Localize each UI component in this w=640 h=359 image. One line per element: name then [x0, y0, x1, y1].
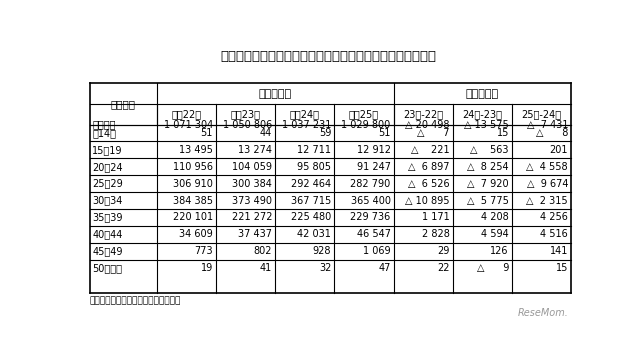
Text: 292 464: 292 464 — [291, 179, 332, 188]
Text: △  6 526: △ 6 526 — [408, 179, 450, 188]
Text: 15: 15 — [497, 128, 509, 138]
Text: 平成22年: 平成22年 — [172, 109, 202, 119]
Text: 平成24年: 平成24年 — [290, 109, 320, 119]
Text: △  6 897: △ 6 897 — [408, 162, 450, 172]
Text: 注：　総数には母の年齢不詳を含む。: 注： 総数には母の年齢不詳を含む。 — [90, 296, 181, 305]
Text: △ 10 895: △ 10 895 — [405, 196, 450, 205]
Text: 104 059: 104 059 — [232, 162, 272, 172]
Text: 42 031: 42 031 — [298, 229, 332, 239]
Text: 91 247: 91 247 — [356, 162, 390, 172]
Text: △  5 775: △ 5 775 — [467, 196, 509, 205]
Text: 306 910: 306 910 — [173, 179, 213, 188]
Text: ReseMom.: ReseMom. — [518, 308, 568, 318]
Text: 総　　数: 総 数 — [92, 120, 116, 130]
Text: 15～19: 15～19 — [92, 145, 123, 155]
Text: △  7 431: △ 7 431 — [527, 120, 568, 130]
Text: 373 490: 373 490 — [232, 196, 272, 205]
Text: 1 029 800: 1 029 800 — [341, 120, 390, 130]
Text: 2 828: 2 828 — [422, 229, 450, 239]
Text: 表２－１　母の年齢（５歳階級）別にみた出生数の年次推移: 表２－１ 母の年齢（５歳階級）別にみた出生数の年次推移 — [220, 50, 436, 63]
Text: 4 516: 4 516 — [540, 229, 568, 239]
Text: 平成25年: 平成25年 — [349, 109, 379, 119]
Text: ～14歳: ～14歳 — [92, 128, 116, 138]
Text: 221 272: 221 272 — [232, 213, 272, 222]
Text: 928: 928 — [313, 246, 332, 256]
Text: 20～24: 20～24 — [92, 162, 123, 172]
Text: 201: 201 — [550, 145, 568, 155]
Text: 282 790: 282 790 — [350, 179, 390, 188]
Text: 367 715: 367 715 — [291, 196, 332, 205]
Text: 1 050 806: 1 050 806 — [223, 120, 272, 130]
Text: 35～39: 35～39 — [92, 213, 123, 222]
Text: 12 912: 12 912 — [356, 145, 390, 155]
Text: △    221: △ 221 — [411, 145, 450, 155]
Text: 95 805: 95 805 — [298, 162, 332, 172]
Text: 110 956: 110 956 — [173, 162, 213, 172]
Text: 1 069: 1 069 — [363, 246, 390, 256]
Text: 32: 32 — [319, 263, 332, 273]
Text: 773: 773 — [195, 246, 213, 256]
Text: △  7 920: △ 7 920 — [467, 179, 509, 188]
Text: 対前年増減: 対前年増減 — [466, 89, 499, 98]
Text: 384 385: 384 385 — [173, 196, 213, 205]
Text: △  4 558: △ 4 558 — [527, 162, 568, 172]
Text: 29: 29 — [437, 246, 450, 256]
Text: △  8 254: △ 8 254 — [467, 162, 509, 172]
Text: 1 037 231: 1 037 231 — [282, 120, 332, 130]
Text: 40～44: 40～44 — [92, 229, 123, 239]
Text: 25年-24年: 25年-24年 — [522, 109, 561, 119]
Text: △      8: △ 8 — [536, 128, 568, 138]
Text: 46 547: 46 547 — [356, 229, 390, 239]
Text: 365 400: 365 400 — [351, 196, 390, 205]
Text: 51: 51 — [200, 128, 213, 138]
Text: △ 20 498: △ 20 498 — [405, 120, 450, 130]
Text: 13 274: 13 274 — [238, 145, 272, 155]
Text: 229 736: 229 736 — [350, 213, 390, 222]
Text: 59: 59 — [319, 128, 332, 138]
Text: 220 101: 220 101 — [173, 213, 213, 222]
Text: △      9: △ 9 — [477, 263, 509, 273]
Text: 母の年齢: 母の年齢 — [111, 99, 136, 109]
Text: 45～49: 45～49 — [92, 246, 123, 256]
Text: 13 495: 13 495 — [179, 145, 213, 155]
Text: 4 594: 4 594 — [481, 229, 509, 239]
Text: 23年-22年: 23年-22年 — [403, 109, 443, 119]
Text: 126: 126 — [490, 246, 509, 256]
Text: 1 071 304: 1 071 304 — [164, 120, 213, 130]
Text: △ 13 575: △ 13 575 — [464, 120, 509, 130]
Text: 802: 802 — [253, 246, 272, 256]
Text: 141: 141 — [550, 246, 568, 256]
Text: 19: 19 — [201, 263, 213, 273]
Text: △  9 674: △ 9 674 — [527, 179, 568, 188]
Text: 平成23年: 平成23年 — [230, 109, 260, 119]
Text: 4 208: 4 208 — [481, 213, 509, 222]
Text: 225 480: 225 480 — [291, 213, 332, 222]
Text: 出　生　数: 出 生 数 — [259, 89, 292, 98]
Text: 50歳以上: 50歳以上 — [92, 263, 122, 273]
Text: 34 609: 34 609 — [179, 229, 213, 239]
Text: △    563: △ 563 — [470, 145, 509, 155]
Text: 44: 44 — [260, 128, 272, 138]
Text: 15: 15 — [556, 263, 568, 273]
Text: 41: 41 — [260, 263, 272, 273]
Text: △      7: △ 7 — [417, 128, 450, 138]
Text: 4 256: 4 256 — [540, 213, 568, 222]
Text: 37 437: 37 437 — [238, 229, 272, 239]
Text: 300 384: 300 384 — [232, 179, 272, 188]
Text: 30～34: 30～34 — [92, 196, 123, 205]
Text: 1 171: 1 171 — [422, 213, 450, 222]
Text: 25～29: 25～29 — [92, 179, 123, 188]
Text: 47: 47 — [378, 263, 390, 273]
Text: 51: 51 — [378, 128, 390, 138]
Text: 24年-23年: 24年-23年 — [462, 109, 502, 119]
Text: 12 711: 12 711 — [298, 145, 332, 155]
Text: △  2 315: △ 2 315 — [527, 196, 568, 205]
Text: 22: 22 — [437, 263, 450, 273]
